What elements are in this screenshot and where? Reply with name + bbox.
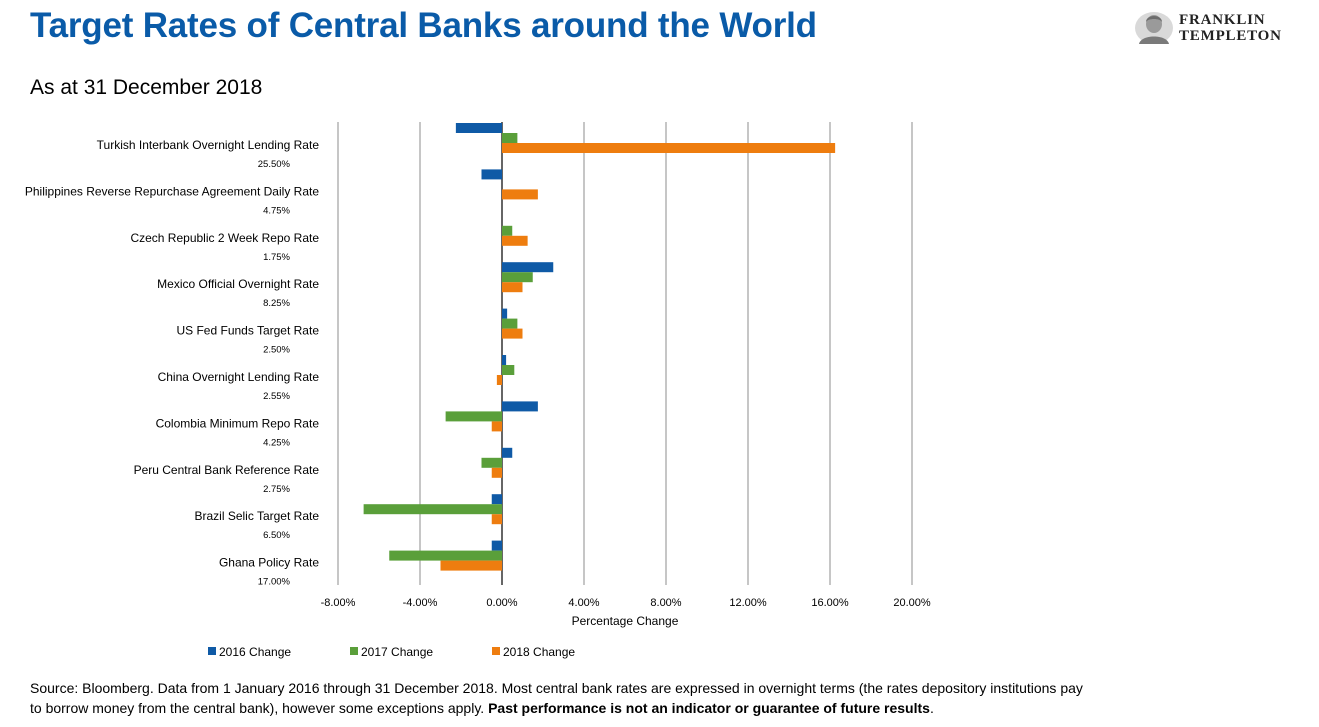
category-label: China Overnight Lending Rate	[158, 370, 320, 384]
bar-3	[502, 328, 523, 339]
logo-line-1: FRANKLIN	[1179, 12, 1266, 28]
category-labels: Turkish Interbank Overnight Lending Rate…	[25, 138, 319, 588]
bar-3	[491, 514, 502, 525]
category-rate: 1.75%	[263, 252, 290, 263]
category-label: US Fed Funds Target Rate	[176, 324, 319, 338]
category-rate: 2.75%	[263, 484, 290, 495]
x-tick-label: 0.00%	[486, 597, 517, 609]
category-rate: 6.50%	[263, 530, 290, 541]
x-tick-label: 16.00%	[811, 597, 849, 609]
bar-2	[502, 272, 533, 283]
disclaimer-text: Past performance is not an indicator or …	[488, 700, 930, 716]
x-tick-label: 20.00%	[893, 597, 931, 609]
franklin-templeton-logo: FRANKLIN TEMPLETON	[1133, 10, 1303, 50]
category-rate: 2.50%	[263, 345, 290, 356]
bar-2	[481, 457, 502, 468]
category-rate: 4.75%	[263, 205, 290, 216]
bar-2	[502, 365, 515, 375]
x-tick-label: 4.00%	[568, 597, 599, 609]
source-text: Source: Bloomberg. Data from 1 January 2…	[30, 680, 1083, 716]
disclaimer-end: .	[929, 700, 934, 716]
bar-1	[455, 123, 502, 133]
category-rate: 4.25%	[263, 437, 290, 448]
bar-2	[389, 550, 502, 561]
category-label: Ghana Policy Rate	[219, 556, 319, 570]
category-label: Peru Central Bank Reference Rate	[134, 463, 320, 477]
legend-swatch	[350, 647, 358, 655]
logo-line-2: TEMPLETON	[1179, 28, 1282, 44]
bar-3	[440, 560, 502, 571]
source-note: Source: Bloomberg. Data from 1 January 2…	[30, 678, 1090, 718]
x-tick-label: -4.00%	[403, 597, 438, 609]
bar-2	[502, 318, 518, 329]
x-axis-label: Percentage Change	[572, 614, 679, 628]
legend-label: 2018 Change	[503, 645, 575, 659]
gridlines	[337, 122, 913, 585]
bar-2	[445, 411, 502, 422]
bar-1	[481, 169, 502, 180]
bar-3	[491, 421, 502, 432]
category-label: Czech Republic 2 Week Repo Rate	[130, 231, 319, 245]
bar-2	[363, 504, 502, 515]
x-tick-labels: -8.00% -4.00% 0.00% 4.00% 8.00% 12.00% 16.00% 2…	[321, 597, 931, 609]
bar-3	[502, 235, 528, 246]
bar-1	[502, 308, 508, 319]
bar-2	[502, 133, 518, 143]
legend-label: 2016 Change	[219, 645, 291, 659]
category-rate: 17.00%	[258, 577, 291, 588]
category-rate: 2.55%	[263, 391, 290, 402]
bar-1	[502, 447, 513, 458]
category-rate: 25.50%	[258, 159, 291, 170]
bar-1	[502, 401, 538, 412]
bar-2	[502, 225, 513, 236]
legend-swatch	[208, 647, 216, 655]
category-label: Mexico Official Overnight Rate	[157, 277, 319, 291]
bar-3	[502, 282, 523, 293]
bars	[363, 123, 836, 571]
legend-swatch	[492, 647, 500, 655]
page-title: Target Rates of Central Banks around the…	[30, 6, 817, 45]
bar-chart: Turkish Interbank Overnight Lending Rate…	[25, 122, 931, 659]
legend: 2016 Change 2017 Change 2018 Change	[208, 645, 575, 659]
bar-3	[502, 189, 538, 200]
bar-1	[491, 540, 502, 551]
bar-3	[491, 467, 502, 478]
category-label: Colombia Minimum Repo Rate	[156, 416, 320, 430]
x-tick-label: 8.00%	[650, 597, 681, 609]
category-label: Philippines Reverse Repurchase Agreement…	[25, 184, 319, 198]
bar-3	[496, 375, 502, 385]
franklin-portrait-icon	[1135, 12, 1173, 44]
bar-1	[502, 355, 507, 365]
page-subtitle: As at 31 December 2018	[30, 76, 263, 99]
x-tick-label: 12.00%	[729, 597, 767, 609]
bar-3	[502, 143, 836, 153]
category-rate: 8.25%	[263, 298, 290, 309]
category-label: Turkish Interbank Overnight Lending Rate	[97, 138, 320, 152]
category-label: Brazil Selic Target Rate	[195, 509, 320, 523]
x-tick-label: -8.00%	[321, 597, 356, 609]
bar-1	[491, 494, 502, 505]
logo-wordmark: FRANKLIN TEMPLETON	[1179, 12, 1282, 44]
legend-label: 2017 Change	[361, 645, 433, 659]
bar-1	[502, 262, 554, 273]
